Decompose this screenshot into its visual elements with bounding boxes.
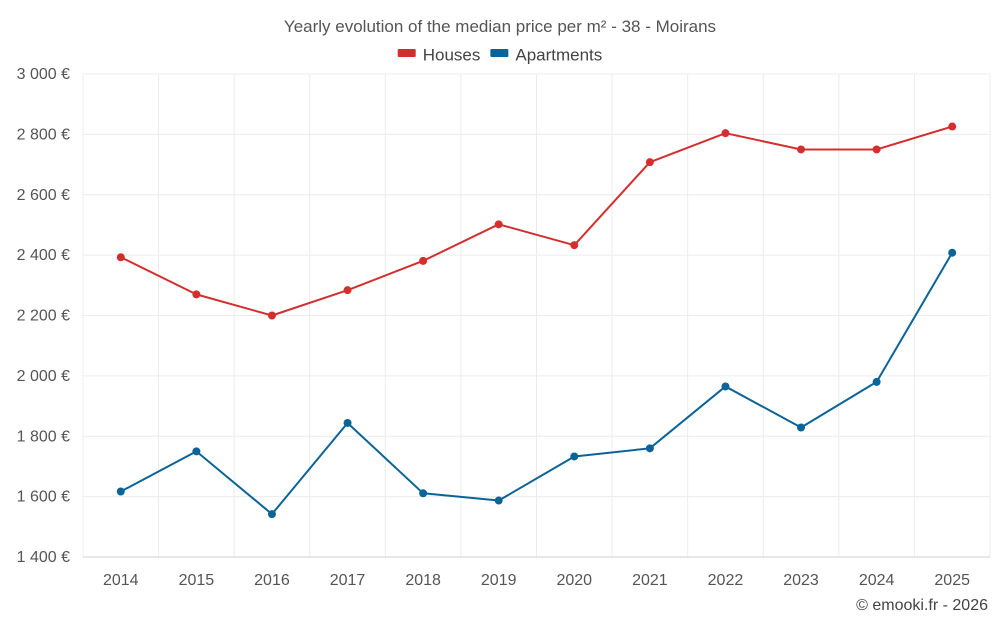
copyright-text: © emooki.fr - 2026 [856, 597, 988, 614]
x-gridlines [82, 74, 991, 557]
data-point-apartments[interactable] [797, 423, 806, 432]
data-point-apartments[interactable] [267, 510, 276, 519]
y-tick-label: 1 600 € [17, 489, 70, 506]
x-tick-label: 2015 [179, 572, 215, 589]
data-point-apartments[interactable] [343, 418, 352, 427]
chart-title: Yearly evolution of the median price per… [284, 17, 716, 36]
data-point-apartments[interactable] [192, 447, 201, 456]
x-tick-label: 2024 [859, 572, 895, 589]
y-tick-label: 2 200 € [17, 308, 70, 325]
data-point-houses[interactable] [267, 311, 276, 320]
data-point-houses[interactable] [872, 145, 881, 154]
data-point-houses[interactable] [494, 220, 503, 229]
series-line-apartments [120, 252, 954, 516]
x-axis-tick-labels: 2014 2015 2016 2017 2018 2019 2020 2021 2022 2023… [103, 572, 970, 589]
y-tick-label: 2 000 € [17, 368, 70, 385]
data-point-houses[interactable] [721, 129, 730, 138]
x-tick-label: 2016 [254, 572, 290, 589]
legend-label: Apartments [515, 45, 602, 64]
x-tick-label: 2019 [481, 572, 517, 589]
series-layer [116, 122, 957, 519]
x-tick-label: 2021 [632, 572, 668, 589]
data-point-houses[interactable] [948, 122, 957, 131]
data-point-apartments[interactable] [948, 248, 957, 257]
data-point-houses[interactable] [419, 256, 428, 265]
x-tick-label: 2018 [405, 572, 441, 589]
data-point-houses[interactable] [192, 290, 201, 299]
x-tick-label: 2014 [103, 572, 139, 589]
data-point-apartments[interactable] [494, 496, 503, 505]
chart-legend: Houses Apartments [397, 45, 602, 64]
data-point-houses[interactable] [797, 145, 806, 154]
data-point-apartments[interactable] [570, 452, 579, 461]
x-tick-label: 2017 [330, 572, 366, 589]
y-tick-label: 3 000 € [17, 66, 70, 83]
data-point-apartments[interactable] [872, 377, 881, 386]
data-point-houses[interactable] [570, 241, 579, 250]
data-point-houses[interactable] [645, 158, 654, 167]
y-tick-label: 2 800 € [17, 126, 70, 143]
data-point-houses[interactable] [343, 286, 352, 295]
series-line-houses [120, 125, 953, 317]
y-tick-label: 1 400 € [17, 549, 70, 566]
data-point-apartments[interactable] [721, 382, 730, 391]
x-tick-label: 2025 [934, 572, 970, 589]
y-tick-label: 2 600 € [17, 187, 70, 204]
legend-item-houses[interactable]: Houses [397, 45, 481, 64]
x-tick-label: 2020 [556, 572, 592, 589]
data-point-apartments[interactable] [116, 487, 125, 496]
legend-item-apartments[interactable]: Apartments [490, 45, 602, 64]
legend-swatch [490, 49, 509, 57]
data-point-houses[interactable] [116, 253, 125, 262]
series-apartments [116, 248, 957, 519]
data-point-apartments[interactable] [419, 489, 428, 498]
series-houses [116, 122, 957, 320]
y-tick-label: 1 800 € [17, 428, 70, 445]
x-tick-label: 2023 [783, 572, 819, 589]
data-point-apartments[interactable] [645, 444, 654, 453]
legend-swatch [397, 49, 416, 57]
y-axis-tick-labels: 1 400 € 1 600 € 1 800 € 2 000 € 2 200 € 2 400… [17, 66, 70, 566]
x-tick-label: 2022 [708, 572, 744, 589]
y-tick-label: 2 400 € [17, 247, 70, 264]
legend-label: Houses [423, 45, 481, 64]
